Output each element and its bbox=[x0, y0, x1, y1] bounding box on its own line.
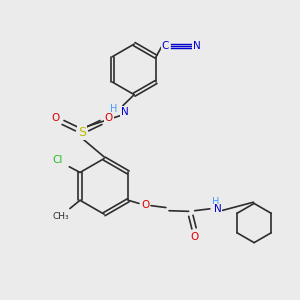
Text: N: N bbox=[214, 204, 221, 214]
Text: CH₃: CH₃ bbox=[52, 212, 69, 220]
Text: O: O bbox=[190, 232, 198, 242]
Text: H: H bbox=[212, 197, 220, 207]
Text: O: O bbox=[141, 200, 149, 210]
Text: N: N bbox=[121, 107, 129, 117]
Text: S: S bbox=[78, 126, 86, 139]
Text: H: H bbox=[110, 104, 117, 114]
Text: O: O bbox=[51, 113, 59, 123]
Text: N: N bbox=[193, 41, 200, 51]
Text: Cl: Cl bbox=[53, 155, 63, 165]
Text: O: O bbox=[105, 113, 113, 123]
Text: C: C bbox=[161, 41, 169, 51]
